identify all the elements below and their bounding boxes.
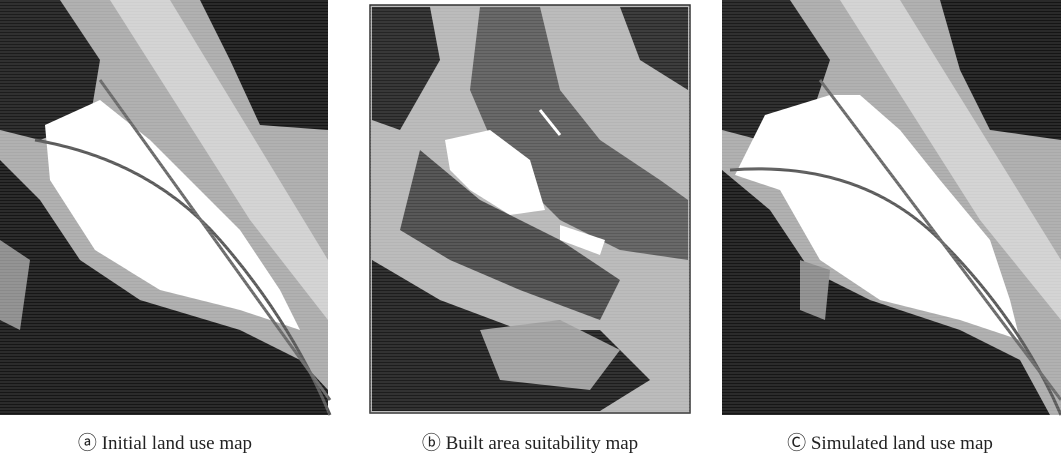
map-initial — [0, 0, 330, 415]
map-suitability — [370, 5, 690, 413]
figure: ⓐ Initial land use map ⓑ Built area suit… — [0, 0, 1061, 457]
caption: ⓐ Initial land use map — [10, 428, 320, 455]
texture — [370, 5, 690, 413]
caption: Ⓒ Simulated land use map — [730, 428, 1050, 455]
caption: ⓑ Built area suitability map — [360, 428, 700, 455]
map-simulated — [722, 0, 1061, 415]
maps — [0, 0, 1061, 420]
texture — [722, 0, 1061, 415]
texture — [0, 0, 328, 415]
